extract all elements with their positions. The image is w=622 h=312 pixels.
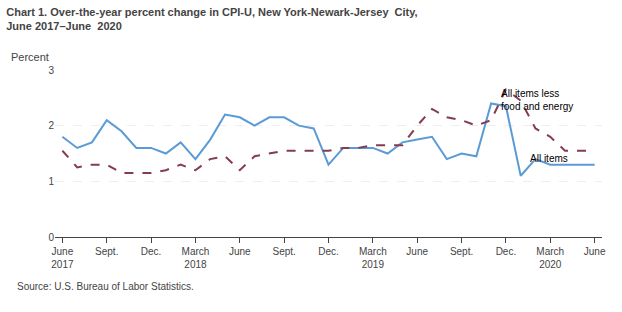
svg-text:All items lessfood and energy: All items lessfood and energy [501,88,573,112]
svg-text:Sept.: Sept. [272,246,295,257]
svg-text:June: June [584,246,606,257]
svg-text:Dec.: Dec. [318,246,339,257]
svg-text:Dec.: Dec. [496,246,517,257]
svg-text:March2018: March2018 [182,246,210,270]
svg-text:June: June [229,246,251,257]
svg-text:Source: U.S. Bureau of Labor S: Source: U.S. Bureau of Labor Statistics. [17,281,194,292]
svg-text:Dec.: Dec. [141,246,162,257]
svg-text:Sept.: Sept. [450,246,473,257]
svg-text:March2019: March2019 [359,246,387,270]
svg-text:Percent: Percent [11,51,49,63]
svg-text:2: 2 [48,120,54,131]
svg-text:1: 1 [48,176,54,187]
svg-text:3: 3 [48,65,54,76]
svg-text:All items: All items [530,153,568,164]
svg-text:Chart 1. Over-the-year percent: Chart 1. Over-the-year percent change in… [6,6,417,32]
svg-text:June: June [406,246,428,257]
svg-text:Sept.: Sept. [95,246,118,257]
svg-text:0: 0 [48,232,54,243]
svg-text:June2017: June2017 [51,246,74,270]
svg-text:March2020: March2020 [536,246,564,270]
